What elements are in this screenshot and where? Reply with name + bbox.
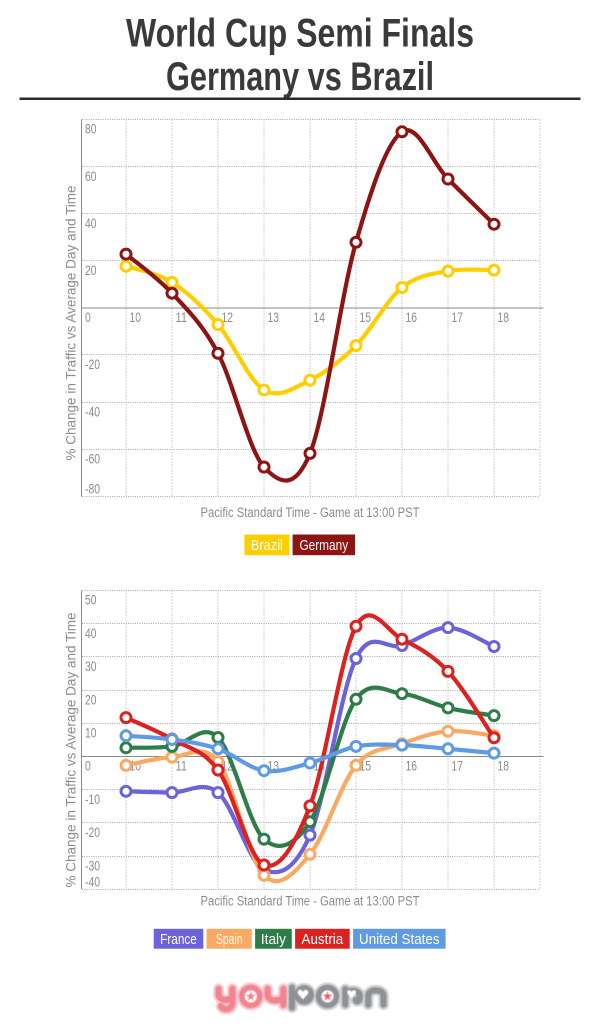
svg-text:World Cup Semi Finals: World Cup Semi Finals: [126, 11, 474, 55]
svg-text:17: 17: [452, 309, 464, 325]
svg-text:% Change in Traffic vs Average: % Change in Traffic vs Average Day and T…: [64, 186, 79, 461]
svg-text:France: France: [160, 932, 197, 948]
svg-text:Italy: Italy: [261, 932, 287, 948]
svg-text:18: 18: [498, 758, 510, 774]
svg-text:15: 15: [360, 309, 372, 325]
svg-text:10: 10: [85, 725, 97, 741]
svg-text:Pacific Standard Time - Game a: Pacific Standard Time - Game at 13:00 PS…: [201, 894, 420, 909]
svg-text:40: 40: [85, 625, 97, 641]
svg-text:-60: -60: [85, 450, 100, 466]
svg-text:-30: -30: [85, 857, 100, 873]
svg-text:-20: -20: [85, 356, 100, 372]
svg-text:13: 13: [268, 758, 280, 774]
svg-text:17: 17: [452, 758, 464, 774]
svg-text:-40: -40: [85, 874, 100, 890]
svg-text:80: 80: [85, 121, 97, 137]
svg-text:20: 20: [85, 262, 97, 278]
svg-text:18: 18: [498, 309, 510, 325]
svg-text:12: 12: [222, 758, 234, 774]
svg-text:Brazil: Brazil: [251, 538, 283, 554]
svg-text:14: 14: [314, 309, 326, 325]
svg-text:60: 60: [85, 168, 97, 184]
svg-text:30: 30: [85, 658, 97, 674]
svg-text:0: 0: [85, 758, 91, 774]
svg-text:12: 12: [222, 309, 234, 325]
svg-text:16: 16: [406, 309, 418, 325]
svg-text:-40: -40: [85, 403, 100, 419]
svg-text:11: 11: [176, 309, 188, 325]
svg-text:10: 10: [130, 758, 142, 774]
svg-text:15: 15: [360, 758, 372, 774]
svg-text:-20: -20: [85, 824, 100, 840]
svg-text:Germany vs Brazil: Germany vs Brazil: [166, 55, 434, 99]
svg-text:16: 16: [406, 758, 418, 774]
svg-text:11: 11: [176, 758, 188, 774]
svg-text:-10: -10: [85, 791, 100, 807]
svg-text:% Change in Traffic vs Average: % Change in Traffic vs Average Day and T…: [64, 613, 79, 888]
svg-text:20: 20: [85, 691, 97, 707]
svg-text:10: 10: [130, 309, 142, 325]
svg-text:Austria: Austria: [302, 932, 345, 948]
svg-text:13: 13: [268, 309, 280, 325]
svg-text:United States: United States: [359, 932, 440, 948]
svg-text:40: 40: [85, 215, 97, 231]
svg-text:Pacific Standard Time - Game a: Pacific Standard Time - Game at 13:00 PS…: [201, 505, 420, 520]
svg-text:Germany: Germany: [299, 538, 348, 554]
svg-text:-80: -80: [85, 481, 100, 497]
svg-text:0: 0: [85, 309, 91, 325]
svg-text:Spain: Spain: [216, 932, 243, 948]
svg-text:50: 50: [85, 592, 97, 608]
